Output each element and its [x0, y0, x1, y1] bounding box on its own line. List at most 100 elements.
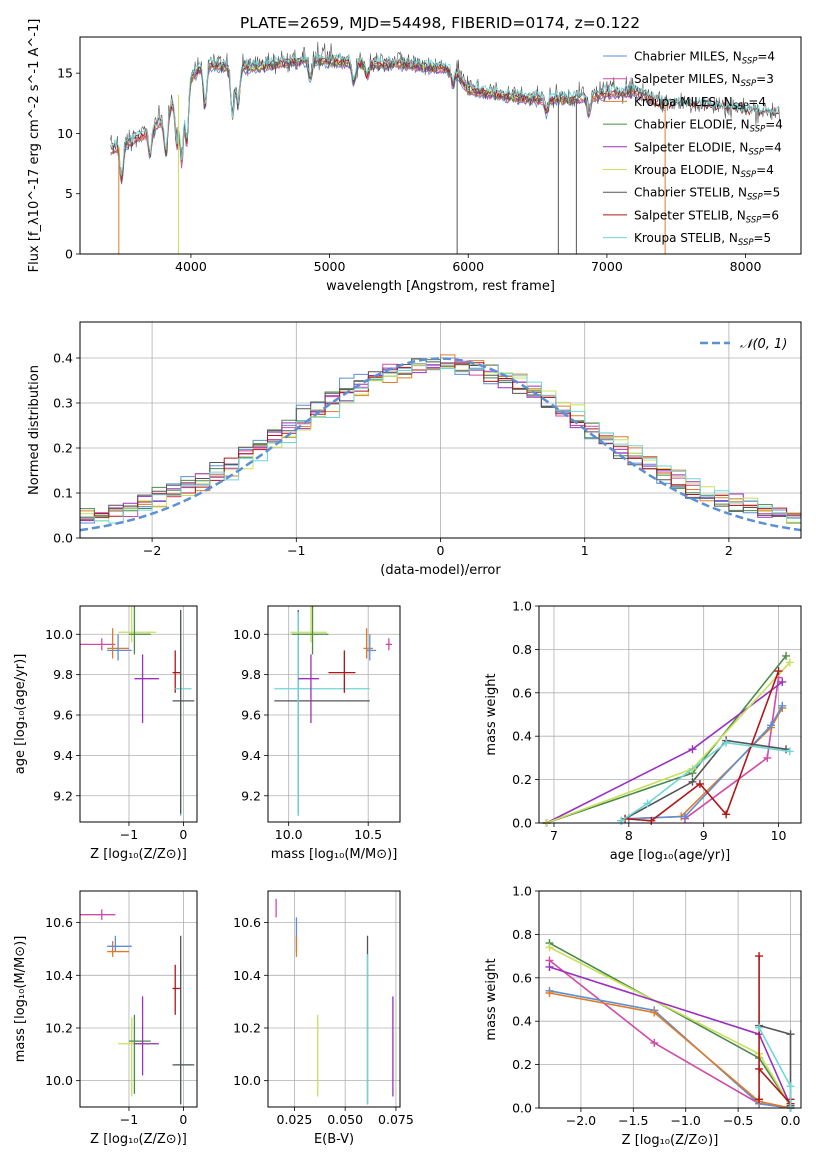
x-axis-label: Z [log₁₀(Z/Z⊙)] [90, 847, 187, 862]
figure-title: PLATE=2659, MJD=54498, FIBERID=0174, z=0… [240, 14, 640, 32]
y-tick-label: 10.0 [45, 1073, 73, 1088]
x-tick-label: −2.0 [566, 1113, 596, 1128]
x-tick-label: 1 [581, 543, 589, 558]
normal-distribution-curve [80, 357, 801, 532]
y-tick-label: 9.4 [241, 748, 261, 763]
y-tick-label: 9.2 [53, 788, 73, 803]
legend-label: Salpeter ELODIE, NSSP=4 [634, 140, 782, 157]
massweight-marker [545, 962, 554, 971]
x-tick-label: −1 [287, 543, 305, 558]
plot-frame [79, 890, 198, 1108]
y-tick-label: 10.2 [45, 1020, 73, 1035]
plot-frame [79, 605, 198, 823]
x-axis-label: Z [log₁₀(Z/Z⊙)] [622, 1133, 719, 1148]
x-tick-label: 0 [179, 827, 187, 842]
y-tick-label: 10.4 [233, 968, 261, 983]
x-tick-label: −1 [120, 827, 138, 842]
y-axis-label: Normed distribution [27, 365, 42, 495]
x-axis-label: E(B-V) [314, 1132, 354, 1147]
y-tick-label: 0.8 [512, 927, 532, 942]
massweight-marker [688, 745, 697, 754]
y-tick-label: 0.2 [512, 1057, 532, 1072]
massweight-marker [650, 1038, 659, 1047]
y-axis-label: Flux [f_λ10^-17 erg cm^-2 s^-1 A^-1] [27, 19, 42, 273]
plot-frame [538, 890, 802, 1109]
y-tick-label: 10.0 [45, 627, 73, 642]
y-tick-label: 0.0 [512, 816, 532, 831]
residual-histogram-chabrier-stelib [80, 358, 801, 521]
plot-frame [267, 605, 401, 823]
massweight-marker [755, 1023, 764, 1032]
massweight-marker [785, 658, 794, 667]
massweight-marker [722, 810, 731, 819]
age-vs-mass-panel: 10.0 10.5 9.2 9.4 9.6 9.8 10.0 mass [log₁₀(M/M⊙… [233, 605, 401, 862]
y-tick-label: 10.4 [45, 968, 73, 983]
legend-label: Chabrier MILES, NSSP=4 [634, 50, 775, 67]
massweight-line [620, 741, 790, 822]
x-tick-label: 0.075 [378, 1112, 414, 1127]
y-tick-label: 0.4 [512, 729, 532, 744]
spectrum-line-kroupa-miles [110, 59, 666, 182]
y-axis-label: mass weight [484, 958, 499, 1040]
x-tick-label: 0 [437, 543, 445, 558]
x-tick-label: 4000 [175, 259, 207, 274]
y-tick-label: 9.8 [241, 667, 261, 682]
spectrum-line-chabrier-miles [110, 61, 666, 185]
y-axis-label: mass weight [484, 673, 499, 755]
x-tick-label: −0.5 [723, 1113, 753, 1128]
age-vs-metallicity-panel: −1 0 9.2 9.4 9.6 9.8 10.0 Z [log₁₀(Z/Z⊙)] age [l… [13, 605, 198, 862]
x-axis-label: mass [log₁₀(M/M⊙)] [271, 847, 398, 862]
residuals-panel: −2 −1 0 1 2 0.0 0.1 0.2 0.3 0.4 (data-model)/error… [27, 321, 802, 578]
x-tick-label: 6000 [452, 259, 484, 274]
legend-label: Salpeter MILES, NSSP=3 [634, 72, 774, 89]
y-tick-label: 10 [57, 126, 73, 141]
massweight-line [628, 705, 783, 820]
massweight-vs-age-panel: 7 8 9 10 0.0 0.2 0.4 0.6 0.8 1.0 age [log₁₀(age/yr… [484, 599, 802, 863]
massweight-marker [680, 812, 689, 821]
plot-frame [79, 36, 802, 255]
legend-label: Salpeter STELIB, NSSP=6 [634, 208, 779, 225]
x-axis-label: age [log₁₀(age/yr)] [610, 848, 731, 863]
massweight-line [549, 959, 791, 1109]
x-axis-label: (data-model)/error [380, 563, 501, 578]
spectrum-line-salpeter-miles [110, 59, 666, 184]
y-tick-label: 10.0 [233, 1073, 261, 1088]
x-axis-label: wavelength [Angstrom, rest frame] [326, 279, 555, 294]
massweight-vs-metallicity-panel: −2.0 −1.5 −1.0 −0.5 0.0 0.0 0.2 0.4 0.6 0.8 1.0 Z [… [484, 884, 802, 1148]
massweight-marker [767, 721, 776, 730]
legend-label: 𝒩(0, 1) [740, 337, 787, 352]
massweight-marker [778, 701, 787, 710]
x-tick-label: −1 [120, 1112, 138, 1127]
x-tick-label: 5000 [314, 259, 346, 274]
x-tick-label: 8 [625, 828, 633, 843]
massweight-marker [545, 988, 554, 997]
mass-vs-ebv-panel: 0.025 0.050 0.075 10.0 10.2 10.4 10.6 E(B-V) [233, 890, 414, 1147]
y-tick-label: 10.0 [233, 627, 261, 642]
x-tick-label: −2 [143, 543, 161, 558]
y-tick-label: 5 [65, 186, 73, 201]
massweight-line [546, 655, 787, 824]
plot-frame [538, 605, 802, 824]
spectrum-panel: 4000 5000 6000 7000 8000 0 5 10 15 wavelength [An… [27, 19, 802, 294]
massweight-marker [695, 779, 704, 788]
y-tick-label: 0.6 [512, 685, 532, 700]
massweight-line [546, 661, 791, 824]
spectrum-line-kroupa-stelib [110, 53, 780, 177]
residual-histogram-kroupa-stelib [80, 363, 801, 524]
x-tick-label: 0.025 [277, 1112, 313, 1127]
y-tick-label: 0 [65, 247, 73, 262]
y-tick-label: 0.6 [512, 970, 532, 985]
legend-label: Kroupa ELODIE, NSSP=4 [634, 163, 774, 180]
y-tick-label: 0.8 [512, 642, 532, 657]
legend-label: Chabrier STELIB, NSSP=5 [634, 186, 780, 203]
y-tick-label: 0.2 [512, 772, 532, 787]
legend-label: Chabrier ELODIE, NSSP=4 [634, 118, 783, 135]
y-tick-label: 0.0 [53, 531, 73, 546]
x-tick-label: 8000 [730, 259, 762, 274]
x-tick-label: 0 [179, 1112, 187, 1127]
massweight-marker [650, 1008, 659, 1017]
massweight-marker [545, 943, 554, 952]
massweight-marker [774, 667, 783, 676]
y-tick-label: 0.0 [512, 1101, 532, 1116]
y-tick-label: 9.8 [53, 667, 73, 682]
